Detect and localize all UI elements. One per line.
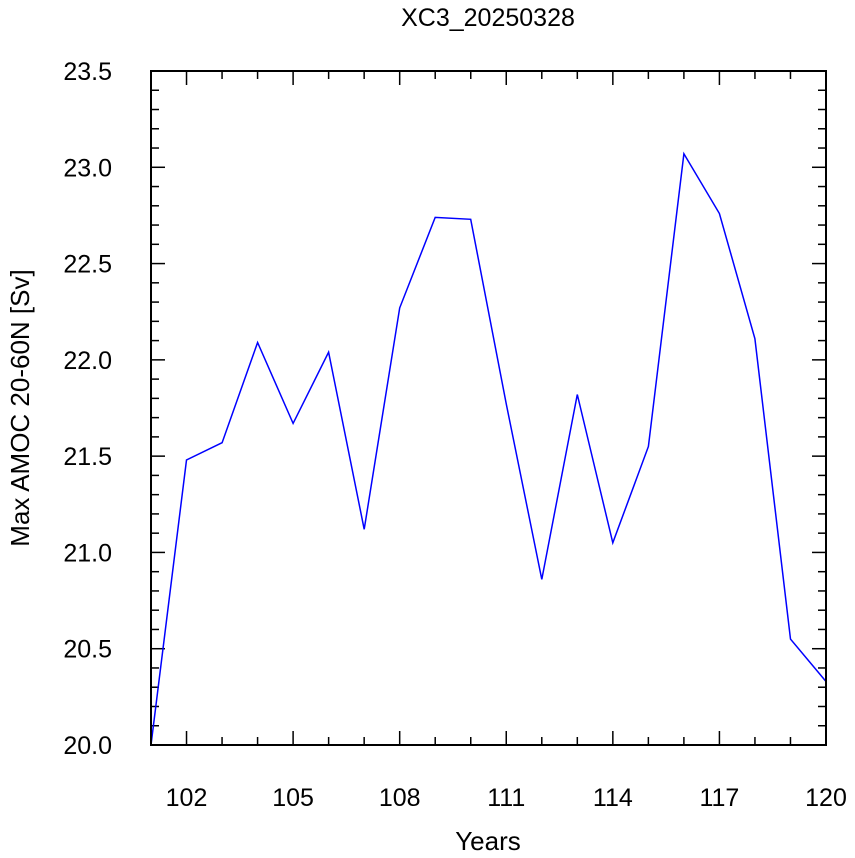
y-tick-label: 20.0 [63, 732, 112, 760]
axis-ticks [150, 70, 827, 746]
y-tick-label: 22.5 [63, 251, 112, 279]
y-tick-label: 21.0 [63, 539, 112, 567]
x-axis-title: Years [455, 826, 521, 856]
x-tick-label: 108 [379, 784, 421, 812]
y-tick-label: 23.5 [63, 58, 112, 86]
y-tick-label: 23.0 [63, 154, 112, 182]
x-tick-label: 102 [166, 784, 208, 812]
x-tick-label: 117 [699, 784, 739, 812]
y-axis-title: Max AMOC 20-60N [Sv] [5, 269, 35, 546]
y-tick-label: 20.5 [63, 636, 112, 664]
x-tick-label: 111 [487, 784, 525, 812]
plot-frame [150, 70, 827, 746]
y-tick-label: 21.5 [63, 443, 112, 471]
x-tick-label: 120 [805, 784, 847, 812]
x-tick-label: 114 [593, 784, 633, 812]
series-line [150, 151, 827, 746]
chart-title: XC3_20250328 [401, 4, 575, 32]
x-tick-label: 105 [272, 784, 314, 812]
tick-labels: 102 105 108 111 114 117 120 20.0 20.5 21.0 21.5 22.… [63, 58, 847, 812]
y-tick-label: 22.0 [63, 347, 112, 375]
